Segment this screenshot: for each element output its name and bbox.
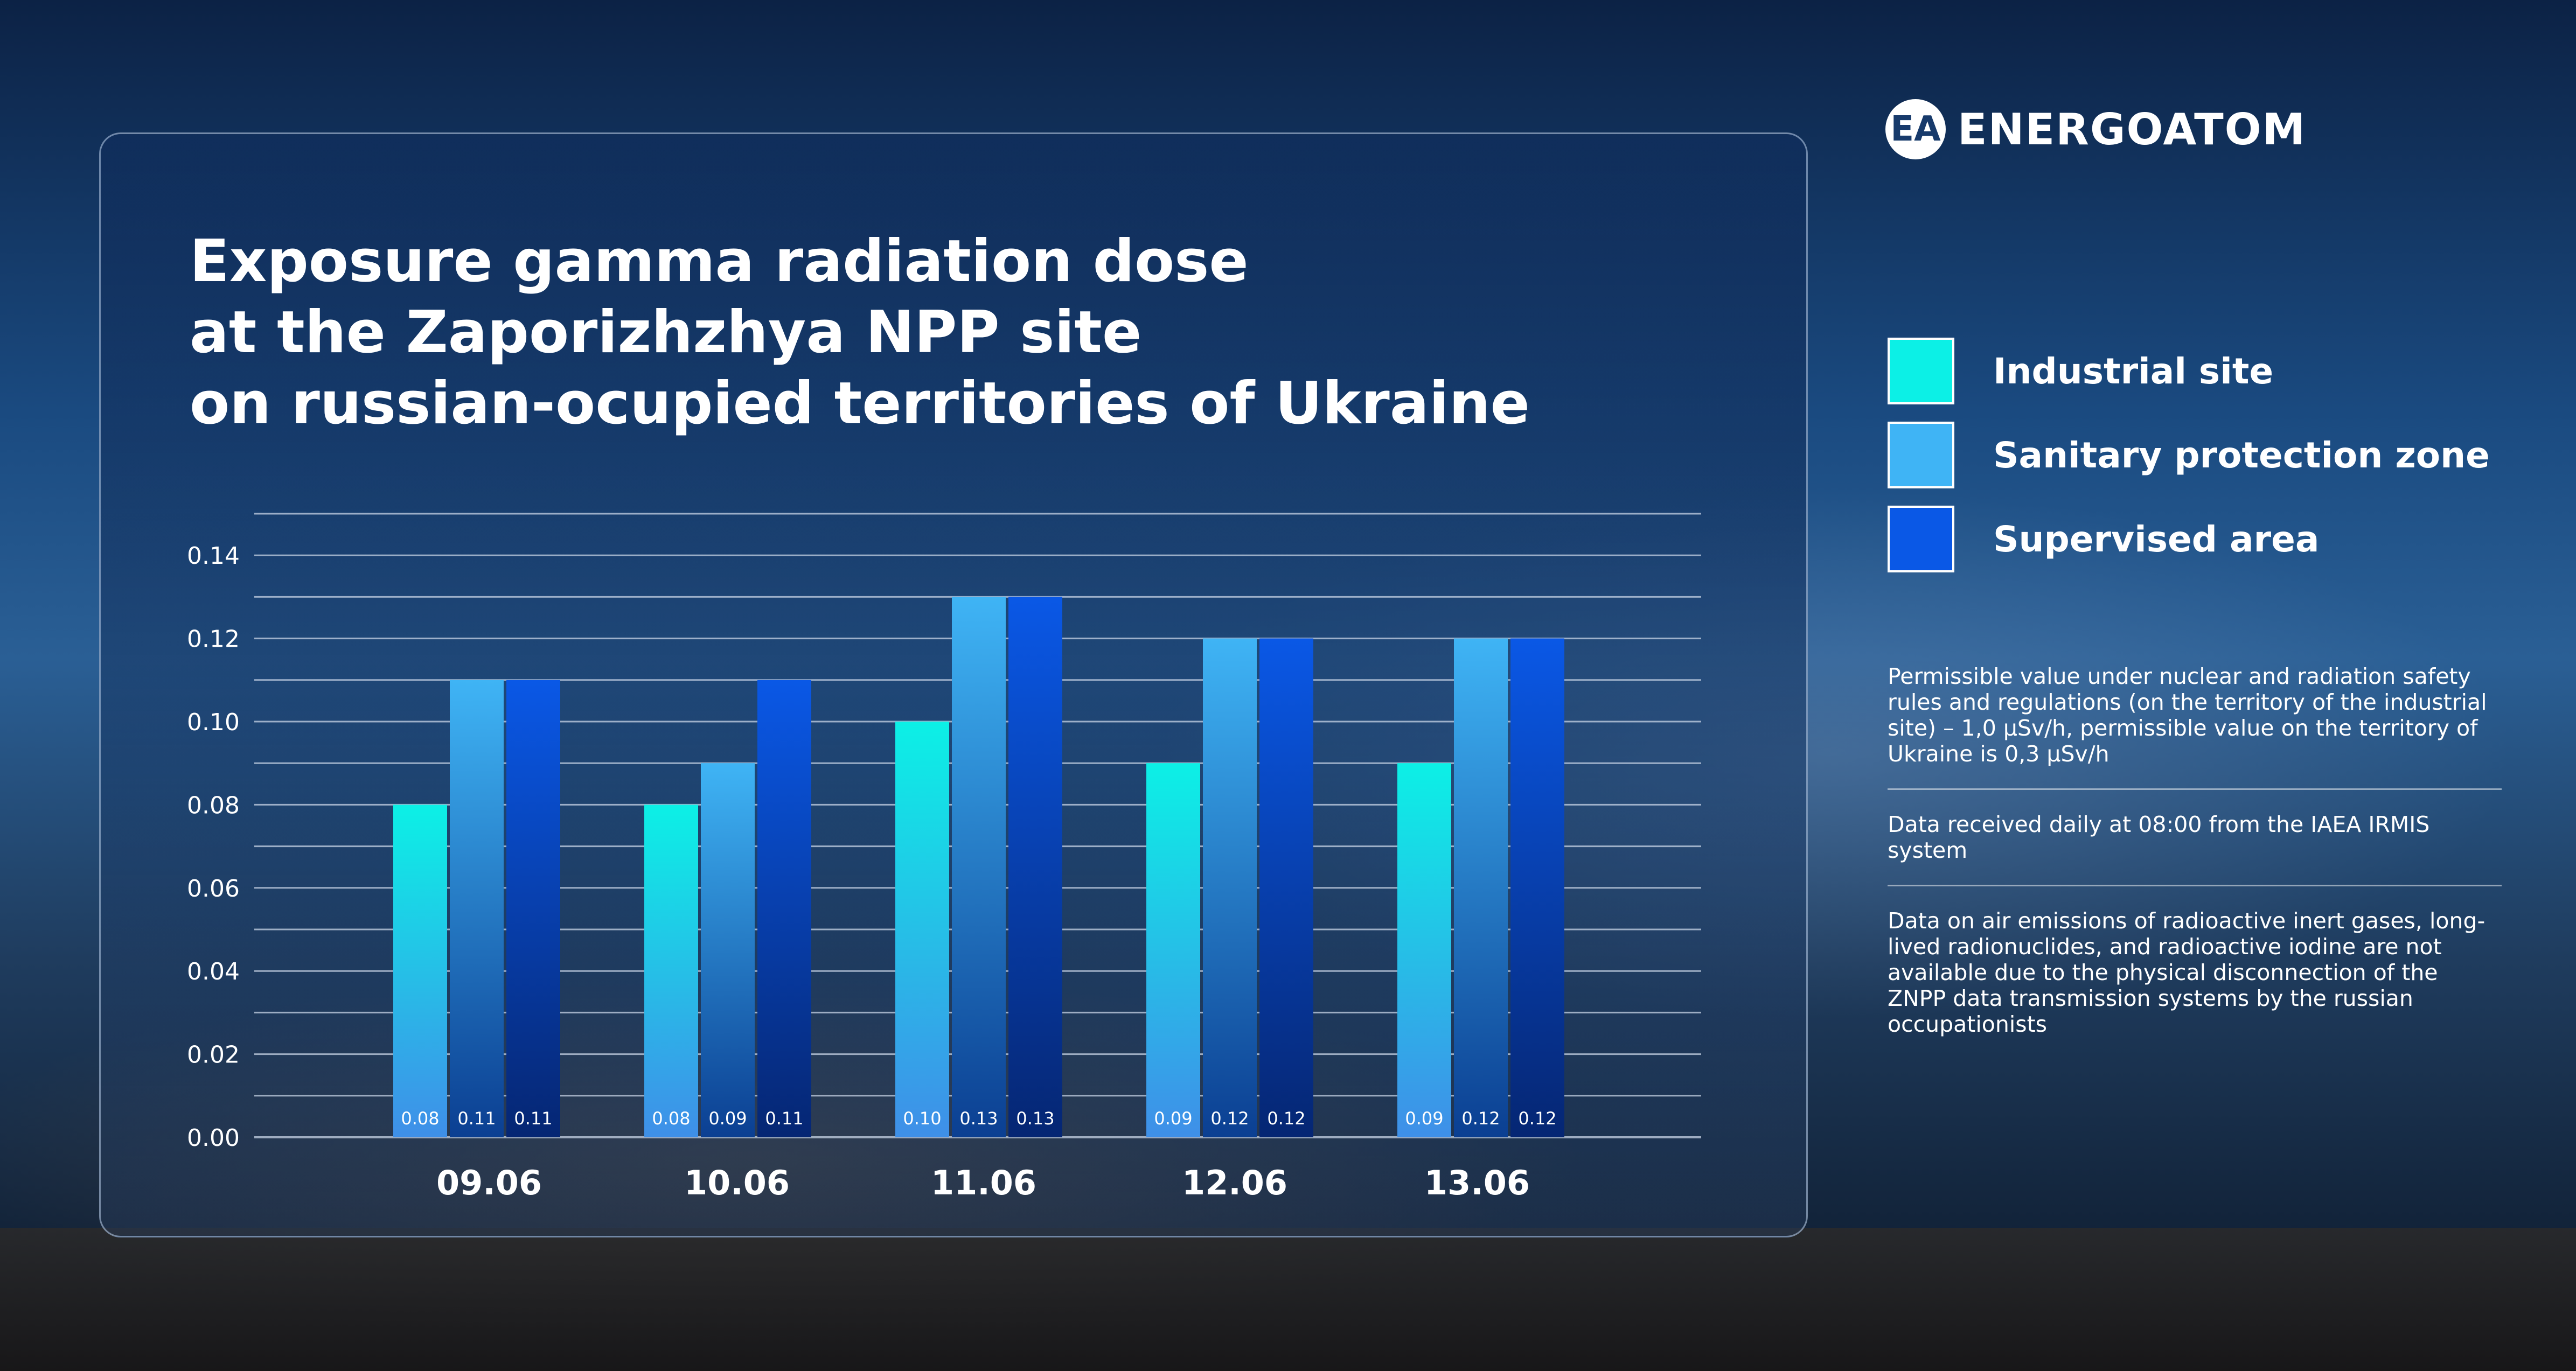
x-tick-label: 09.06: [436, 1163, 542, 1202]
legend-label: Industrial site: [1993, 350, 2274, 392]
y-tick-label: 0.06: [187, 875, 240, 903]
bar: [757, 680, 811, 1137]
note-divider: [1888, 885, 2502, 886]
bar: [1203, 638, 1257, 1137]
legend-item-supervised: Supervised area: [1888, 504, 2490, 574]
bar-value-label: 0.09: [1154, 1108, 1192, 1129]
bar: [1259, 638, 1313, 1137]
title-line: on russian-ocupied territories of Ukrain…: [190, 370, 1530, 437]
x-tick-label: 12.06: [1182, 1163, 1287, 1202]
bar-value-label: 0.13: [959, 1108, 998, 1129]
bar: [506, 680, 560, 1137]
bar-value-label: 0.11: [765, 1108, 803, 1129]
bar-value-label: 0.11: [514, 1108, 552, 1129]
chart-legend: Industrial site Sanitary protection zone…: [1888, 336, 2490, 588]
bar: [1454, 638, 1508, 1137]
y-tick-label: 0.08: [187, 792, 240, 819]
bar: [1146, 763, 1200, 1137]
logo-text: ENERGOATOM: [1958, 104, 2307, 155]
x-tick-label: 13.06: [1424, 1163, 1530, 1202]
bar-value-label: 0.08: [652, 1108, 690, 1129]
y-tick-label: 0.14: [187, 542, 240, 570]
legend-swatch-supervised: [1888, 506, 1954, 572]
note-permissible-value: Permissible value under nuclear and radi…: [1888, 663, 2487, 767]
legend-swatch-industrial: [1888, 338, 1954, 404]
y-tick-label: 0.04: [187, 958, 240, 985]
bar-value-label: 0.10: [903, 1108, 941, 1129]
chart-title: Exposure gamma radiation dose at the Zap…: [190, 226, 1644, 439]
bar: [1397, 763, 1451, 1137]
bar-value-label: 0.09: [708, 1108, 747, 1129]
y-tick-label: 0.02: [187, 1041, 240, 1069]
bar-value-label: 0.12: [1210, 1108, 1249, 1129]
energoatom-logo-icon: EA: [1885, 99, 1946, 159]
bar-value-label: 0.12: [1461, 1108, 1500, 1129]
note-divider: [1888, 788, 2502, 790]
bar: [450, 680, 504, 1137]
legend-label: Supervised area: [1993, 518, 2320, 560]
note-data-source: Data received daily at 08:00 from the IA…: [1888, 812, 2430, 863]
title-line: Exposure gamma radiation dose: [190, 228, 1249, 295]
power-plant-silhouette: [0, 1228, 2576, 1371]
bar: [701, 763, 755, 1137]
bar-value-label: 0.13: [1016, 1108, 1054, 1129]
y-tick-label: 0.10: [187, 709, 240, 736]
bar: [393, 805, 447, 1137]
legend-item-industrial: Industrial site: [1888, 336, 2490, 406]
legend-item-sanitary: Sanitary protection zone: [1888, 420, 2490, 490]
bar: [1008, 597, 1062, 1137]
bar-chart: 0.00 0.02 0.04 0.06 0.08 0.10 0.12 0.14 0.08 0.1…: [187, 513, 1701, 1202]
legend-label: Sanitary protection zone: [1993, 434, 2490, 476]
legend-swatch-sanitary: [1888, 422, 1954, 488]
bar: [895, 722, 949, 1137]
bar: [952, 597, 1006, 1137]
note-emissions-unavailable: Data on air emissions of radioactive ine…: [1888, 908, 2486, 1037]
y-tick-label: 0.12: [187, 626, 240, 653]
bar-value-label: 0.08: [401, 1108, 439, 1129]
bar-value-label: 0.12: [1518, 1108, 1556, 1129]
x-tick-label: 11.06: [931, 1163, 1036, 1202]
y-tick-label: 0.00: [187, 1124, 240, 1152]
bar: [1510, 638, 1564, 1137]
energoatom-logo: EA ENERGOATOM: [1885, 97, 2306, 162]
x-tick-label: 10.06: [684, 1163, 790, 1202]
bar-value-label: 0.12: [1267, 1108, 1305, 1129]
bar: [644, 805, 698, 1137]
title-line: at the Zaporizhzhya NPP site: [190, 299, 1142, 366]
bar-value-label: 0.11: [457, 1108, 496, 1129]
chart-notes: Permissible value under nuclear and radi…: [1888, 663, 2502, 1037]
bar-value-label: 0.09: [1405, 1108, 1443, 1129]
